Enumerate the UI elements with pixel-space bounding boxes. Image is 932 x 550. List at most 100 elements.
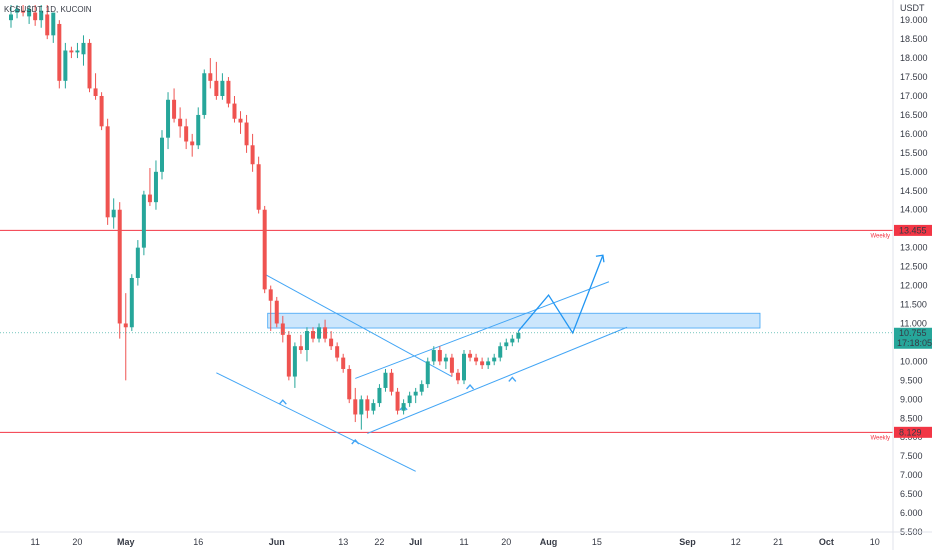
candle-body xyxy=(39,10,44,21)
candle-body xyxy=(172,99,177,119)
channel-line xyxy=(355,281,610,379)
candle-body xyxy=(431,350,436,362)
candle-body xyxy=(498,346,503,358)
candle-body xyxy=(311,331,315,339)
x-tick-label: 10 xyxy=(870,537,880,547)
candle-body xyxy=(63,50,68,81)
x-tick-label: 20 xyxy=(72,537,82,547)
y-tick-label: 14.500 xyxy=(900,186,928,196)
candle-body xyxy=(335,346,340,358)
resistance-zone xyxy=(267,312,761,329)
y-tick-label: 6.500 xyxy=(900,489,923,499)
candle-body xyxy=(178,118,183,127)
x-tick-label: 22 xyxy=(374,537,384,547)
candle-body xyxy=(87,42,92,89)
time-axis[interactable]: 11 20 May 16 Jun 13 22 Jul 11 20 Aug 15 Sep 12 21 Oct 10 xyxy=(0,531,932,547)
y-tick-label: 18.000 xyxy=(900,53,928,63)
candle-body xyxy=(202,73,207,115)
candle-body xyxy=(33,12,38,21)
y-tick-label: 9.000 xyxy=(900,394,923,404)
x-tick-label: 11 xyxy=(459,537,468,547)
channel-line xyxy=(264,273,453,377)
candle-body xyxy=(510,338,515,343)
pivot-marker xyxy=(508,376,517,382)
price-axis[interactable]: 5.5006.0006.5007.0007.5008.0008.5009.000… xyxy=(892,0,928,550)
candle-body xyxy=(298,346,303,351)
candle-body xyxy=(190,141,195,146)
candle-body xyxy=(292,346,297,377)
candle-body xyxy=(437,350,442,362)
candle-body xyxy=(329,338,334,347)
candle-body xyxy=(407,395,412,404)
candle-body xyxy=(347,368,352,400)
candle-body xyxy=(141,194,146,248)
candle-body xyxy=(9,14,13,21)
candle-body xyxy=(69,50,74,53)
candle-body xyxy=(389,372,394,392)
candle-body xyxy=(377,387,382,404)
candle-body xyxy=(99,95,104,127)
candle-body xyxy=(425,361,430,385)
candle-body xyxy=(51,12,56,36)
symbol-label: KCSUSDT, 1D, KUCOIN xyxy=(4,5,92,14)
resistance-zone-layer xyxy=(267,312,761,329)
candle-body xyxy=(214,80,219,96)
candle-body xyxy=(15,8,20,13)
candle-body xyxy=(286,334,291,377)
level-price-tag xyxy=(894,426,932,438)
last-price-tag xyxy=(894,327,932,349)
y-tick-label: 16.500 xyxy=(900,110,928,120)
candle-body xyxy=(280,323,285,335)
y-tick-label: 17.500 xyxy=(900,72,928,82)
x-tick-label: Oct xyxy=(819,537,834,547)
candle-body xyxy=(262,209,267,290)
y-tick-label: 10.000 xyxy=(900,356,928,366)
candle-body xyxy=(147,194,152,203)
y-tick-label: 6.000 xyxy=(900,508,923,518)
candle-body xyxy=(244,122,249,146)
weekly-level-note: Weekly xyxy=(870,435,890,441)
candle-body xyxy=(504,342,509,347)
candle-body xyxy=(274,300,279,324)
candle-body xyxy=(117,209,122,324)
candle-body xyxy=(93,88,98,96)
projection-arrow-head xyxy=(595,254,605,263)
candle-body xyxy=(166,99,171,138)
x-tick-label: Sep xyxy=(679,537,696,547)
y-tick-label: 14.000 xyxy=(900,205,928,215)
level-price-label: 8.129 xyxy=(899,427,922,437)
y-tick-label: 15.000 xyxy=(900,167,928,177)
candle-body xyxy=(105,126,110,218)
candle-body xyxy=(111,209,116,218)
candle-body xyxy=(353,399,358,415)
y-tick-label: 16.000 xyxy=(900,129,928,139)
candle-body xyxy=(256,164,261,210)
candle-body xyxy=(45,14,50,36)
x-tick-label: 20 xyxy=(501,537,511,547)
candle-body xyxy=(81,42,86,55)
candle-body xyxy=(250,145,255,165)
x-tick-label: Jun xyxy=(269,537,285,547)
candle-body xyxy=(317,327,322,339)
candle-body xyxy=(323,327,328,339)
candle-body xyxy=(480,361,485,366)
candle-body xyxy=(21,10,26,13)
channel-line xyxy=(216,372,416,472)
pivot-marker xyxy=(351,438,360,445)
y-tick-label: 8.500 xyxy=(900,413,923,423)
x-tick-label: Aug xyxy=(540,537,558,547)
channel-line xyxy=(367,326,628,434)
weekly-level-note: Weekly xyxy=(870,233,890,239)
level-price-tag xyxy=(894,224,932,236)
candle-body xyxy=(395,391,400,411)
candle-body xyxy=(226,80,231,104)
candle-body xyxy=(153,171,158,203)
last-price-label: 10.755 xyxy=(899,328,927,338)
y-tick-label: 12.500 xyxy=(900,262,928,272)
candle-body xyxy=(474,357,479,362)
candles xyxy=(9,5,521,430)
bar-countdown-label: 17:18:05 xyxy=(897,338,932,348)
x-tick-label: May xyxy=(117,537,135,547)
